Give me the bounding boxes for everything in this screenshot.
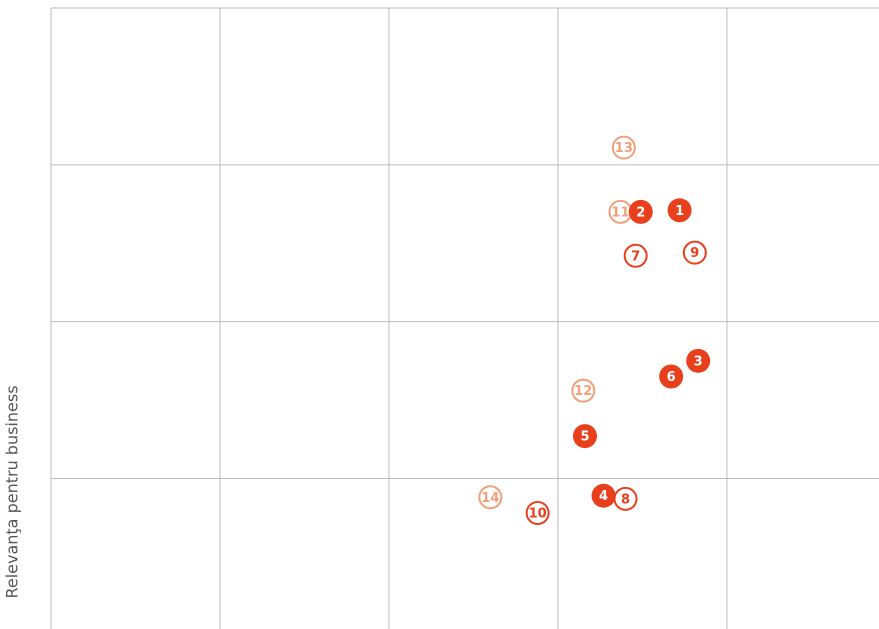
- point-label: 8: [621, 492, 630, 507]
- point: [572, 424, 597, 449]
- point-label: 1: [675, 204, 684, 219]
- point-label: 3: [694, 354, 703, 369]
- point-label: 5: [580, 430, 589, 445]
- point: [478, 485, 503, 510]
- point-label: 10: [529, 506, 547, 521]
- point: [525, 500, 550, 525]
- point-label: 14: [481, 491, 499, 506]
- point-label: 7: [631, 249, 640, 264]
- point: [667, 198, 692, 223]
- point: [611, 135, 636, 160]
- y-axis-label: Relevanţa pentru business: [3, 385, 22, 598]
- point: [659, 364, 684, 389]
- point: [591, 483, 616, 508]
- point: [613, 486, 638, 511]
- point-label: 9: [690, 246, 699, 261]
- point: [571, 378, 596, 403]
- point: [686, 348, 711, 373]
- point-label: 13: [615, 141, 633, 156]
- point: [628, 199, 653, 224]
- point-label: 2: [636, 205, 645, 220]
- point-label: 12: [574, 384, 592, 399]
- point-label: 4: [599, 489, 608, 504]
- point: [623, 243, 648, 268]
- point-label: 6: [667, 370, 676, 385]
- point: [682, 240, 707, 265]
- point-label: 11: [611, 205, 629, 220]
